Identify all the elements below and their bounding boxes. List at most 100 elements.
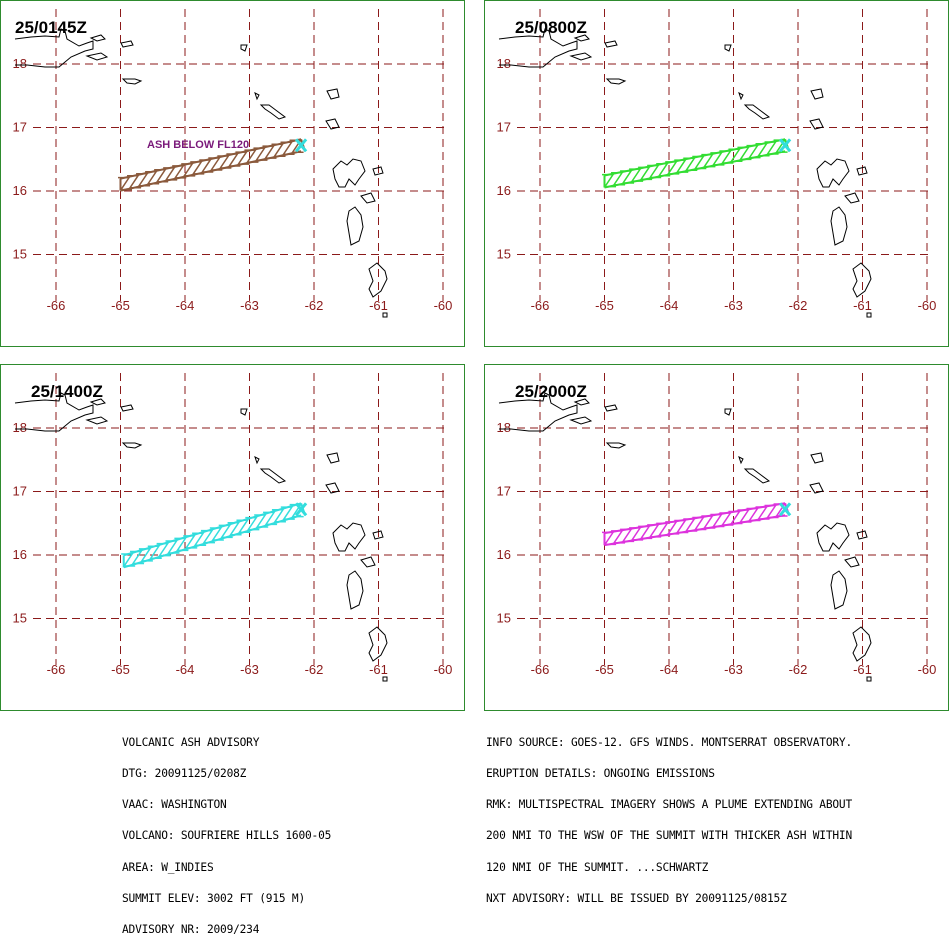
ash-hatch: [127, 174, 142, 189]
ash-hatch: [280, 141, 295, 155]
island-st-lucia: [382, 312, 388, 318]
ash-hatch: [692, 155, 707, 170]
ash-hatch: [620, 170, 635, 184]
advisory-line: AREA: W_INDIES: [122, 860, 214, 874]
island-virgin-islands: [89, 34, 106, 42]
advisory-right-block: INFO SOURCE: GOES-12. GFS WINDS. MONTSER…: [486, 717, 852, 915]
ash-hatch: [602, 173, 617, 188]
ash-hatch: [764, 141, 779, 155]
longitude-tick-label: -62: [789, 662, 808, 677]
ash-hatch: [746, 144, 761, 159]
island-guadeloupe: [816, 158, 850, 188]
ash-hatch: [226, 153, 241, 167]
ash-hatch: [130, 550, 145, 565]
advisory-line: DTG: 20091125/0208Z: [122, 767, 247, 781]
island-dominica: [346, 570, 364, 610]
island-st-croix: [85, 416, 109, 425]
ash-hatch: [755, 143, 770, 157]
ash-hatch: [773, 503, 788, 517]
ash-hatch: [665, 521, 680, 535]
volcano-summit-marker: [294, 138, 308, 153]
longitude-tick-label: -66: [531, 662, 550, 677]
island-puerto-rico-east: [14, 28, 94, 68]
ash-level-label: ASH BELOW FL120: [147, 139, 249, 151]
longitude-tick-label: -61: [369, 298, 388, 313]
ash-hatch: [683, 157, 698, 172]
ash-hatch: [674, 519, 689, 534]
ash-hatch: [236, 519, 251, 533]
island-st-kitts: [259, 468, 287, 484]
longitude-tick-label: -61: [853, 298, 872, 313]
map-3: -66 -65 -64 -63 -62 -61 -60 18 17 16 15: [13, 373, 452, 682]
ash-hatch: [235, 151, 250, 165]
latitude-tick-label: 17: [497, 120, 511, 135]
ash-hatch: [710, 152, 725, 166]
latitude-tick-label: 15: [13, 247, 27, 262]
ash-hatch: [271, 509, 286, 523]
ash-hatch: [683, 518, 698, 532]
ash-hatch: [138, 548, 153, 562]
advisory-line: 120 NMI OF THE SUMMIT. ...SCHWARTZ: [486, 860, 709, 874]
latitude-tick-label: 15: [13, 611, 27, 626]
longitude-tick-label: -63: [240, 662, 259, 677]
ash-hatch: [147, 545, 162, 559]
ash-cloud: [602, 502, 791, 547]
island-antigua: [326, 452, 340, 464]
longitude-tick-label: -65: [595, 298, 614, 313]
ash-hatch: [638, 525, 653, 540]
ash-hatch: [647, 164, 662, 179]
island-martinique: [368, 262, 388, 298]
island-anguilla: [604, 40, 618, 48]
longitude-tick-label: -61: [369, 662, 388, 677]
advisory-line: VOLCANO: SOUFRIERE HILLS 1600-05: [122, 829, 332, 843]
island-antigua: [810, 88, 824, 100]
ash-hatch: [192, 532, 207, 546]
ash-hatch: [611, 172, 626, 186]
island-montserrat: [325, 482, 340, 494]
map-2: -66 -65 -64 -63 -62 -61 -60 18 17 16 15: [497, 9, 936, 318]
ash-hatch: [163, 167, 178, 181]
longitude-tick-label: -65: [111, 662, 130, 677]
latitude-tick-label: 17: [13, 484, 27, 499]
island-montserrat: [325, 118, 340, 130]
ash-hatch: [710, 513, 725, 528]
volcano-summit-marker: [778, 138, 792, 153]
island-virgin-islands: [573, 34, 590, 42]
panel-time-1: 25/0145Z: [15, 18, 87, 37]
ash-hatch: [244, 149, 259, 163]
island-st-kitts: [743, 104, 771, 120]
island-desirade: [372, 530, 384, 540]
island-virgin-islands: [573, 398, 590, 406]
ash-hatch: [737, 509, 752, 523]
island-montserrat: [809, 482, 824, 494]
island-barbuda: [240, 44, 248, 52]
island-saba: [254, 92, 260, 101]
island-st-martin: [605, 442, 627, 449]
island-dominica: [346, 206, 364, 246]
island-barbuda: [724, 408, 732, 416]
ash-hatch: [121, 553, 136, 567]
map-panel-4: -66 -65 -64 -63 -62 -61 -60 18 17 16 15 25/2000Z: [484, 364, 949, 711]
map-panel-3: -66 -65 -64 -63 -62 -61 -60 18 17 16 15 25/1400Z: [0, 364, 465, 711]
advisory-line: 200 NMI TO THE WSW OF THE SUMMIT WITH TH…: [486, 829, 852, 843]
longitude-tick-label: -62: [305, 662, 324, 677]
ash-hatch: [719, 150, 734, 164]
island-martinique: [852, 262, 872, 298]
ash-hatch: [218, 524, 233, 539]
ash-hatch: [280, 506, 295, 520]
island-desirade: [372, 166, 384, 176]
longitude-tick-label: -63: [724, 298, 743, 313]
ash-hatch: [611, 530, 626, 544]
latitude-tick-label: 16: [497, 183, 511, 198]
panel-time-3: 25/1400Z: [31, 382, 103, 401]
ash-hatch: [656, 522, 671, 537]
advisory-left-block: VOLCANIC ASH ADVISORY DTG: 20091125/0208…: [122, 717, 331, 946]
island-desirade: [856, 166, 868, 176]
island-puerto-rico-east: [498, 28, 578, 68]
map-4: -66 -65 -64 -63 -62 -61 -60 18 17 16 15: [497, 373, 936, 682]
ash-hatch: [764, 504, 779, 519]
island-guadeloupe: [332, 158, 366, 188]
longitude-tick-label: -61: [853, 662, 872, 677]
ash-edge-south: [120, 150, 302, 192]
latitude-tick-label: 18: [497, 56, 511, 71]
